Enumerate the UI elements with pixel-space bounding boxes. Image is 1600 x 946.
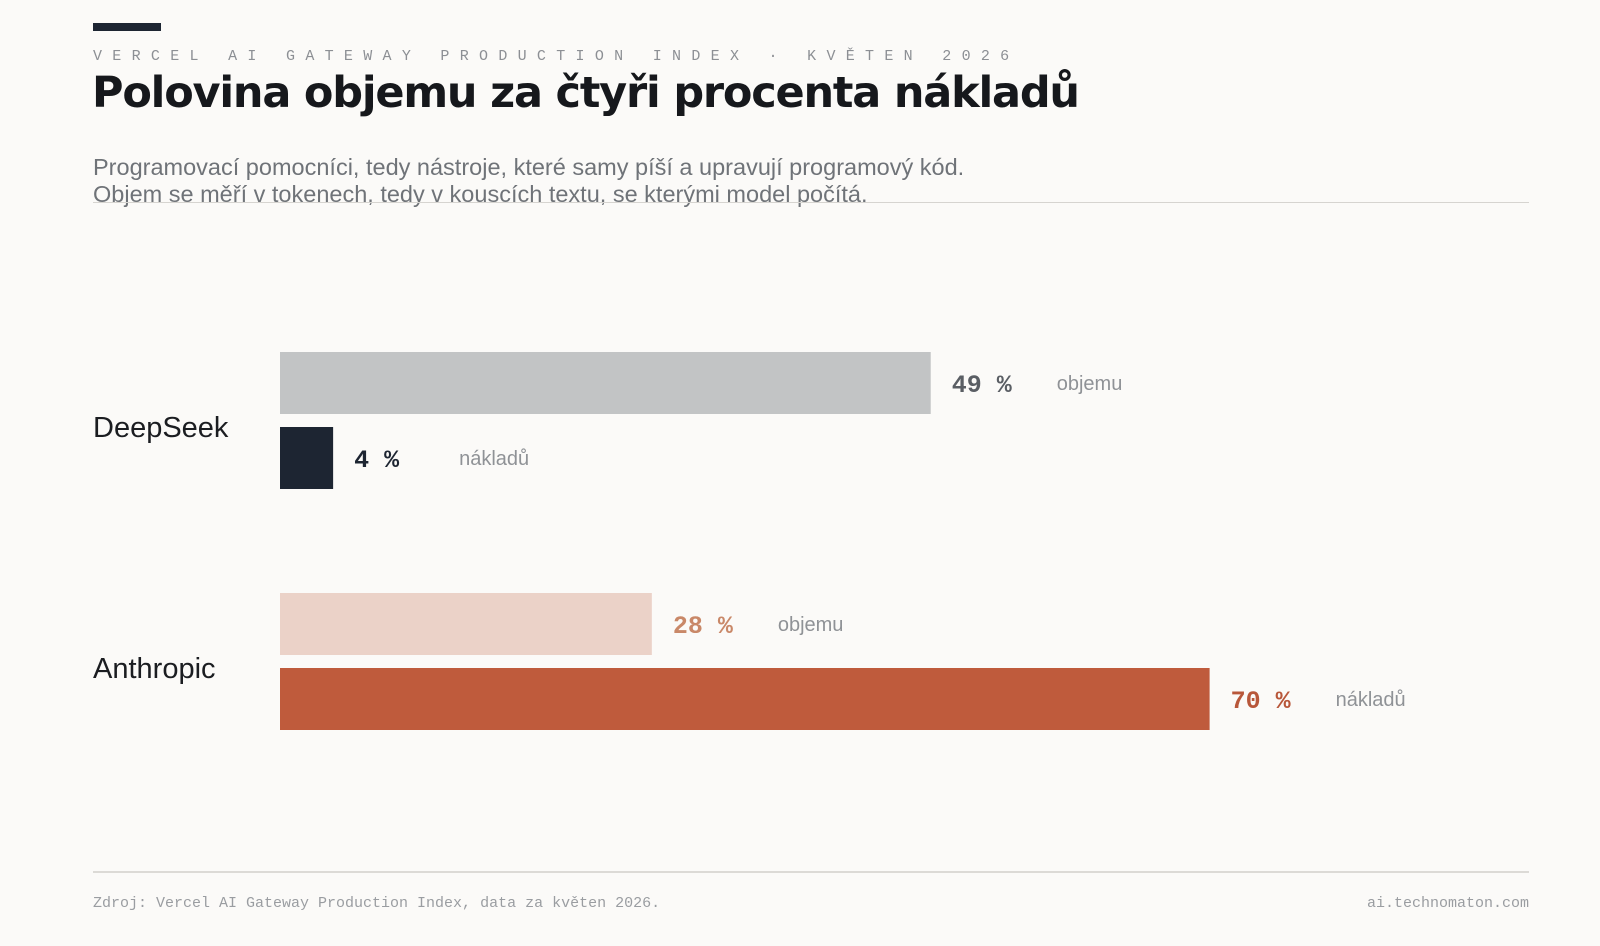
category-label-anthropic: Anthropic [93,653,216,685]
page-title: Polovina objemu za čtyři procenta náklad… [92,68,1080,118]
accent-bar [93,23,161,31]
metric-label-deepseek-cost: nákladů [459,448,529,470]
metric-label-anthropic-cost: nákladů [1336,689,1406,711]
bar-anthropic-volume [280,593,652,655]
site-credit: ai.technomaton.com [1366,895,1529,912]
value-label-deepseek-cost: 4 % [354,446,400,475]
value-label-deepseek-volume: 49 % [952,371,1013,400]
kicker: VERCEL AI GATEWAY PRODUCTION INDEX · KVĚ… [93,48,1020,65]
source-note: Zdroj: Vercel AI Gateway Production Inde… [93,895,661,912]
top-divider [93,202,1529,203]
value-label-anthropic-cost: 70 % [1231,687,1292,716]
value-label-anthropic-volume: 28 % [673,612,734,641]
category-label-deepseek: DeepSeek [93,412,229,444]
subtitle-line-1: Programovací pomocníci, tedy nástroje, k… [93,154,965,180]
metric-label-deepseek-volume: objemu [1057,373,1123,395]
bar-anthropic-cost [280,668,1210,730]
bar-deepseek-cost [280,427,334,489]
bottom-divider [93,871,1529,873]
bar-deepseek-volume [280,352,931,414]
metric-label-anthropic-volume: objemu [778,614,844,636]
